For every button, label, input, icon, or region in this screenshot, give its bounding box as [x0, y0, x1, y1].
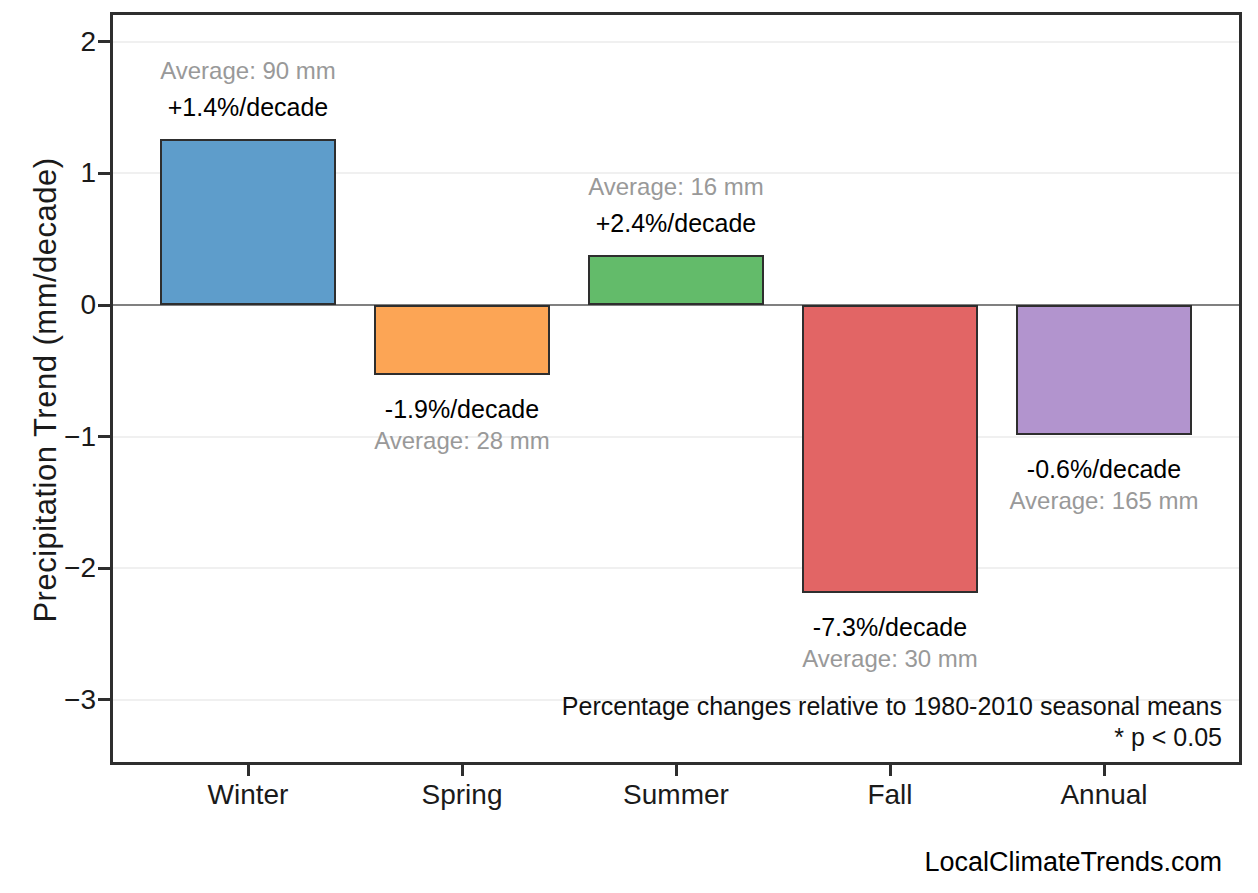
avg-label-spring: Average: 28 mm [374, 427, 550, 455]
avg-label-summer: Average: 16 mm [588, 173, 764, 201]
bar-annual [1016, 305, 1192, 435]
y-tick-mark [98, 435, 111, 438]
pct-label-spring: -1.9%/decade [385, 394, 539, 423]
note-significance: * p < 0.05 [1114, 723, 1222, 752]
pct-label-annual: -0.6%/decade [1027, 455, 1181, 484]
y-tick-label: −1 [0, 421, 96, 453]
avg-label-winter: Average: 90 mm [160, 57, 336, 85]
bar-fall [802, 305, 978, 593]
x-tick-mark [247, 762, 250, 776]
x-tick-mark [675, 762, 678, 776]
x-tick-mark [889, 762, 892, 776]
y-tick-label: −2 [0, 552, 96, 584]
bar-winter [160, 139, 336, 305]
y-tick-label: 0 [0, 289, 96, 321]
note-relative-means: Percentage changes relative to 1980-2010… [562, 692, 1222, 721]
x-axis-label-fall: Fall [867, 779, 912, 811]
y-tick-label: −3 [0, 684, 96, 716]
y-tick-mark [98, 172, 111, 175]
y-tick-label: 2 [0, 26, 96, 58]
gridline [113, 436, 1239, 438]
y-tick-mark [98, 567, 111, 570]
pct-label-summer: +2.4%/decade [596, 208, 757, 237]
avg-label-annual: Average: 165 mm [1010, 487, 1199, 515]
pct-label-winter: +1.4%/decade [168, 93, 329, 122]
source-watermark: LocalClimateTrends.com [924, 847, 1222, 878]
pct-label-fall: -7.3%/decade [813, 613, 967, 642]
x-tick-mark [461, 762, 464, 776]
avg-label-fall: Average: 30 mm [802, 645, 978, 673]
bar-summer [588, 255, 764, 305]
x-axis-label-summer: Summer [623, 779, 729, 811]
x-axis-label-winter: Winter [208, 779, 289, 811]
y-tick-label: 1 [0, 157, 96, 189]
y-tick-mark [98, 698, 111, 701]
gridline [113, 567, 1239, 569]
x-tick-mark [1103, 762, 1106, 776]
y-tick-mark [98, 304, 111, 307]
bar-spring [374, 305, 550, 375]
precipitation-trend-chart: Precipitation Trend (mm/decade) 210−1−2−… [0, 0, 1258, 893]
x-axis-label-spring: Spring [422, 779, 503, 811]
x-axis-label-annual: Annual [1060, 779, 1147, 811]
gridline [113, 41, 1239, 43]
y-tick-mark [98, 40, 111, 43]
